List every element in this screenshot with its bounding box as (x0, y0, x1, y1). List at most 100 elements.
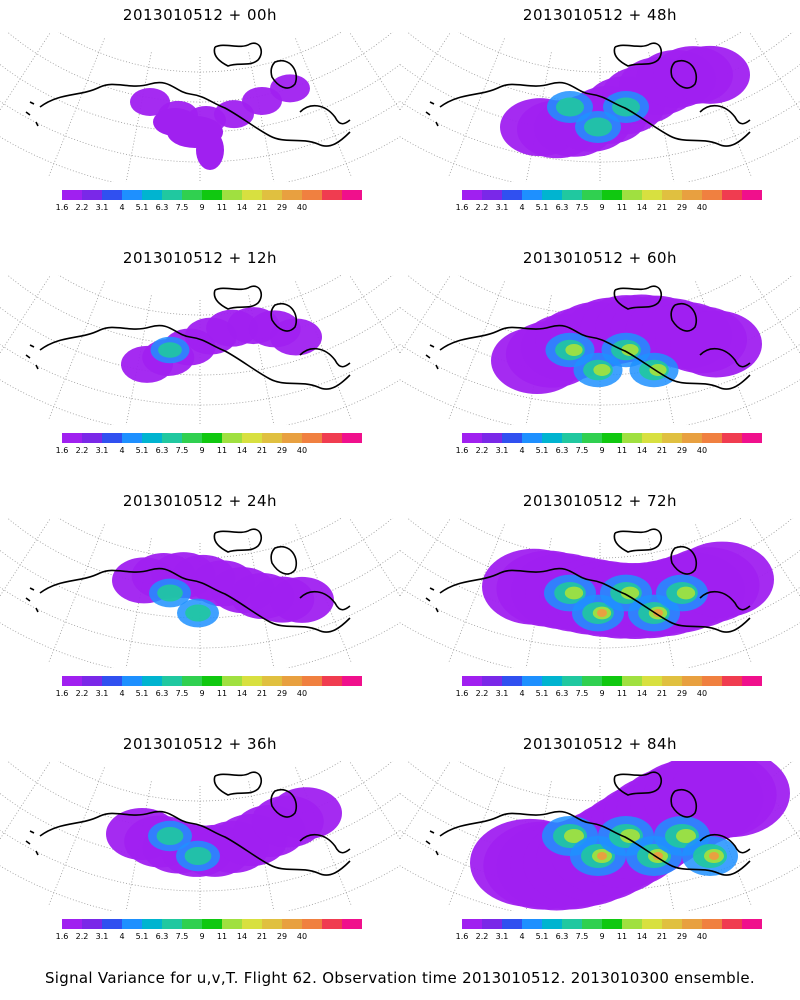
colorbar-swatch (82, 190, 102, 200)
map-panel: 2013010512 + 72h 1.6 2.2 3.1 4 5.1 6.3 7.5 9 11 14… (400, 486, 800, 726)
colorbar-tick-label: 3.1 (95, 932, 109, 941)
colorbar-swatch (642, 433, 662, 443)
colorbar-swatch (622, 190, 642, 200)
colorbar-swatch (262, 433, 282, 443)
panel-title: 2013010512 + 72h (522, 492, 678, 510)
colorbar-tick-label: 5.1 (135, 689, 149, 698)
colorbar-swatch (202, 676, 222, 686)
colorbar-swatch (262, 919, 282, 929)
colorbar-swatch (122, 919, 142, 929)
colorbar-swatch (222, 676, 242, 686)
colorbar-swatch (342, 919, 362, 929)
colorbar-swatch (282, 190, 302, 200)
variance-field (500, 45, 750, 159)
polar-map (400, 761, 800, 911)
colorbar-tick-label: 21 (656, 446, 668, 455)
colorbar-swatch (82, 676, 102, 686)
colorbar-swatch (162, 433, 182, 443)
colorbar-swatch (722, 919, 742, 929)
colorbar-tick-label: 3.1 (495, 446, 509, 455)
coastline (25, 285, 351, 390)
colorbar-swatch (582, 190, 602, 200)
colorbar-swatch (462, 433, 482, 443)
variance-field (112, 552, 334, 628)
colorbar-swatch (542, 433, 562, 443)
colorbar (62, 433, 362, 443)
coastline (425, 42, 751, 147)
colorbar-tick-label: 29 (676, 689, 688, 698)
colorbar-swatch (682, 190, 702, 200)
colorbar-tick-label: 4 (519, 446, 525, 455)
colorbar-tick-label: 1.6 (455, 689, 469, 698)
colorbar-labels: 1.6 2.2 3.1 4 5.1 6.3 7.5 9 11 14 21 29 40 (56, 689, 362, 699)
colorbar-tick-label: 4 (519, 689, 525, 698)
colorbar-swatch (742, 433, 762, 443)
colorbar-swatch (62, 676, 82, 686)
coastline (25, 528, 351, 633)
colorbar-swatch (282, 919, 302, 929)
colorbar-swatch (542, 190, 562, 200)
colorbar-tick-label: 5.1 (535, 932, 549, 941)
colorbar-swatch (602, 676, 622, 686)
colorbar-swatch (662, 919, 682, 929)
colorbar-swatch (182, 919, 202, 929)
colorbar-tick-label: 5.1 (535, 689, 549, 698)
colorbar-swatch (142, 676, 162, 686)
colorbar-tick-label: 4 (519, 203, 525, 212)
colorbar-tick-label: 14 (636, 446, 648, 455)
colorbar-swatch (682, 676, 702, 686)
colorbar (62, 676, 362, 686)
panel-title: 2013010512 + 00h (122, 6, 278, 24)
colorbar-swatch (482, 433, 502, 443)
colorbar-tick-label: 9 (199, 446, 205, 455)
colorbar-tick-label: 40 (296, 932, 308, 941)
colorbar-tick-label: 21 (256, 689, 268, 698)
variance-field (121, 307, 322, 383)
colorbar-swatch (122, 676, 142, 686)
colorbar-tick-label: 2.2 (475, 446, 489, 455)
colorbar-tick-label: 14 (236, 932, 248, 941)
colorbar-swatch (302, 919, 322, 929)
colorbar-swatch (562, 190, 582, 200)
colorbar-swatch (542, 676, 562, 686)
colorbar-swatch (622, 433, 642, 443)
colorbar-swatch (102, 433, 122, 443)
colorbar-tick-label: 3.1 (95, 203, 109, 212)
colorbar-swatch (162, 190, 182, 200)
colorbar-tick-label: 21 (256, 932, 268, 941)
colorbar-swatch (482, 919, 502, 929)
polar-map (0, 761, 400, 911)
colorbar-labels: 1.6 2.2 3.1 4 5.1 6.3 7.5 9 11 14 21 29 40 (456, 689, 762, 699)
colorbar-swatch (102, 190, 122, 200)
colorbar (462, 433, 762, 443)
colorbar-swatch (742, 190, 762, 200)
colorbar-swatch (502, 190, 522, 200)
colorbar-tick-label: 11 (216, 689, 228, 698)
colorbar-swatch (262, 190, 282, 200)
variance-field (130, 74, 310, 170)
polar-map (0, 275, 400, 425)
colorbar-swatch (702, 676, 722, 686)
colorbar (462, 190, 762, 200)
colorbar-swatch (562, 433, 582, 443)
colorbar-tick-label: 29 (676, 203, 688, 212)
colorbar-swatch (502, 676, 522, 686)
colorbar-swatch (162, 919, 182, 929)
colorbar-swatch (702, 190, 722, 200)
colorbar-swatch (622, 919, 642, 929)
variance-field (491, 294, 762, 395)
polar-map (0, 32, 400, 182)
colorbar-tick-label: 7.5 (575, 689, 589, 698)
map-panel: 2013010512 + 24h 1.6 2.2 3.1 4 5.1 6.3 7.5 9 11 14… (0, 486, 400, 726)
colorbar-tick-label: 14 (636, 932, 648, 941)
colorbar-swatch (242, 919, 262, 929)
colorbar-tick-label: 11 (216, 446, 228, 455)
colorbar-tick-label: 3.1 (95, 689, 109, 698)
colorbar-tick-label: 7.5 (175, 932, 189, 941)
colorbar-tick-label: 1.6 (55, 203, 69, 212)
map-panel: 2013010512 + 12h 1.6 2.2 3.1 4 5.1 6.3 7.5 9 11 14… (0, 243, 400, 483)
coastline (425, 285, 751, 390)
colorbar-labels: 1.6 2.2 3.1 4 5.1 6.3 7.5 9 11 14 21 29 40 (456, 932, 762, 942)
polar-map (0, 518, 400, 668)
colorbar-swatch (62, 919, 82, 929)
